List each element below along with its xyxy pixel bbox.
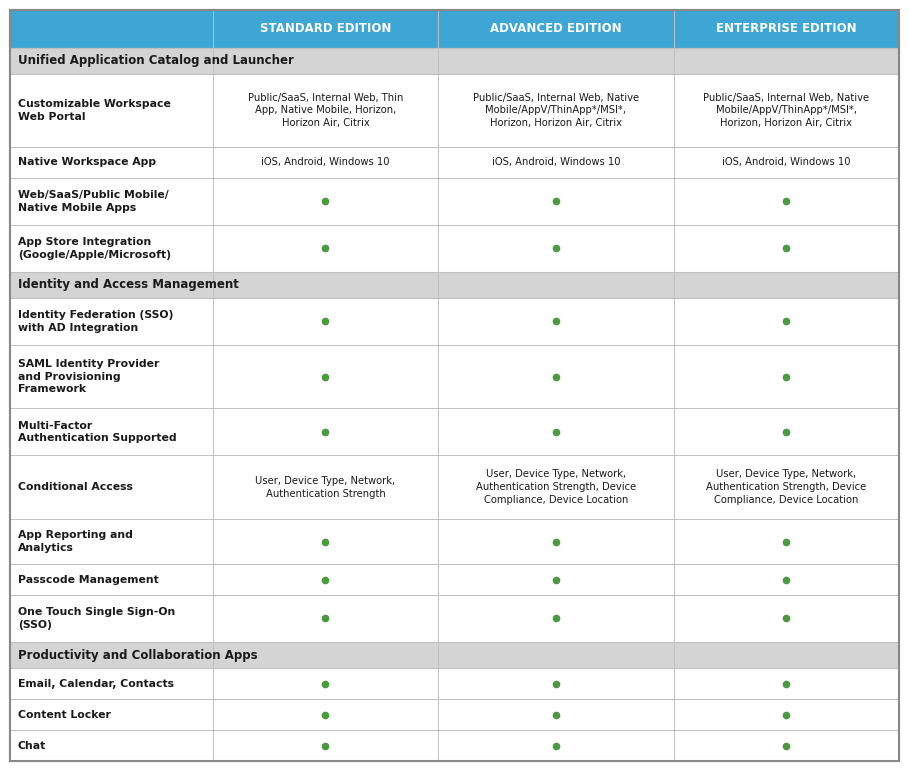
Text: ENTERPRISE EDITION: ENTERPRISE EDITION: [716, 22, 856, 35]
Bar: [10, 147, 899, 178]
Bar: [10, 298, 899, 345]
Bar: [10, 178, 899, 224]
Text: Email, Calendar, Contacts: Email, Calendar, Contacts: [18, 678, 174, 689]
Bar: [10, 345, 899, 409]
Text: Unified Application Catalog and Launcher: Unified Application Catalog and Launcher: [18, 54, 294, 67]
Text: Native Workspace App: Native Workspace App: [18, 157, 156, 167]
Bar: [10, 456, 899, 519]
Text: Public/SaaS, Internal Web, Native
Mobile/AppV/ThinApp*/MSI*,
Horizon, Horizon Ai: Public/SaaS, Internal Web, Native Mobile…: [473, 93, 639, 128]
Text: App Store Integration
(Google/Apple/Microsoft): App Store Integration (Google/Apple/Micr…: [18, 237, 171, 260]
Bar: [10, 564, 899, 595]
Text: Productivity and Collaboration Apps: Productivity and Collaboration Apps: [18, 648, 257, 662]
Bar: [438, 10, 674, 48]
Bar: [213, 10, 438, 48]
Text: Content Locker: Content Locker: [18, 709, 111, 719]
Text: User, Device Type, Network,
Authentication Strength: User, Device Type, Network, Authenticati…: [255, 476, 395, 499]
Bar: [10, 668, 899, 699]
Text: iOS, Android, Windows 10: iOS, Android, Windows 10: [492, 157, 620, 167]
Bar: [10, 48, 899, 74]
Text: ADVANCED EDITION: ADVANCED EDITION: [490, 22, 622, 35]
Bar: [10, 519, 899, 564]
Bar: [10, 10, 213, 48]
Bar: [10, 409, 899, 456]
Text: User, Device Type, Network,
Authentication Strength, Device
Compliance, Device L: User, Device Type, Network, Authenticati…: [475, 470, 636, 505]
Bar: [10, 699, 899, 730]
Bar: [10, 730, 899, 761]
Text: iOS, Android, Windows 10: iOS, Android, Windows 10: [261, 157, 390, 167]
Text: SAML Identity Provider
and Provisioning
Framework: SAML Identity Provider and Provisioning …: [18, 359, 159, 395]
Bar: [10, 271, 899, 298]
Text: iOS, Android, Windows 10: iOS, Android, Windows 10: [722, 157, 851, 167]
Bar: [674, 10, 899, 48]
Bar: [10, 74, 899, 147]
Text: One Touch Single Sign-On
(SSO): One Touch Single Sign-On (SSO): [18, 607, 175, 630]
Bar: [10, 595, 899, 642]
Bar: [10, 224, 899, 271]
Text: Public/SaaS, Internal Web, Thin
App, Native Mobile, Horizon,
Horizon Air, Citrix: Public/SaaS, Internal Web, Thin App, Nat…: [248, 93, 403, 128]
Text: Customizable Workspace
Web Portal: Customizable Workspace Web Portal: [18, 99, 171, 122]
Text: STANDARD EDITION: STANDARD EDITION: [260, 22, 391, 35]
Text: Public/SaaS, Internal Web, Native
Mobile/AppV/ThinApp*/MSI*,
Horizon, Horizon Ai: Public/SaaS, Internal Web, Native Mobile…: [704, 93, 869, 128]
Text: Multi-Factor
Authentication Supported: Multi-Factor Authentication Supported: [18, 420, 176, 443]
Text: Passcode Management: Passcode Management: [18, 574, 159, 584]
Text: Identity and Access Management: Identity and Access Management: [18, 278, 239, 291]
Text: Identity Federation (SSO)
with AD Integration: Identity Federation (SSO) with AD Integr…: [18, 310, 174, 332]
Text: User, Device Type, Network,
Authentication Strength, Device
Compliance, Device L: User, Device Type, Network, Authenticati…: [706, 470, 866, 505]
Text: App Reporting and
Analytics: App Reporting and Analytics: [18, 530, 133, 553]
Text: Chat: Chat: [18, 740, 46, 750]
Text: Web/SaaS/Public Mobile/
Native Mobile Apps: Web/SaaS/Public Mobile/ Native Mobile Ap…: [18, 190, 169, 213]
Bar: [10, 642, 899, 668]
Text: Conditional Access: Conditional Access: [18, 482, 133, 492]
